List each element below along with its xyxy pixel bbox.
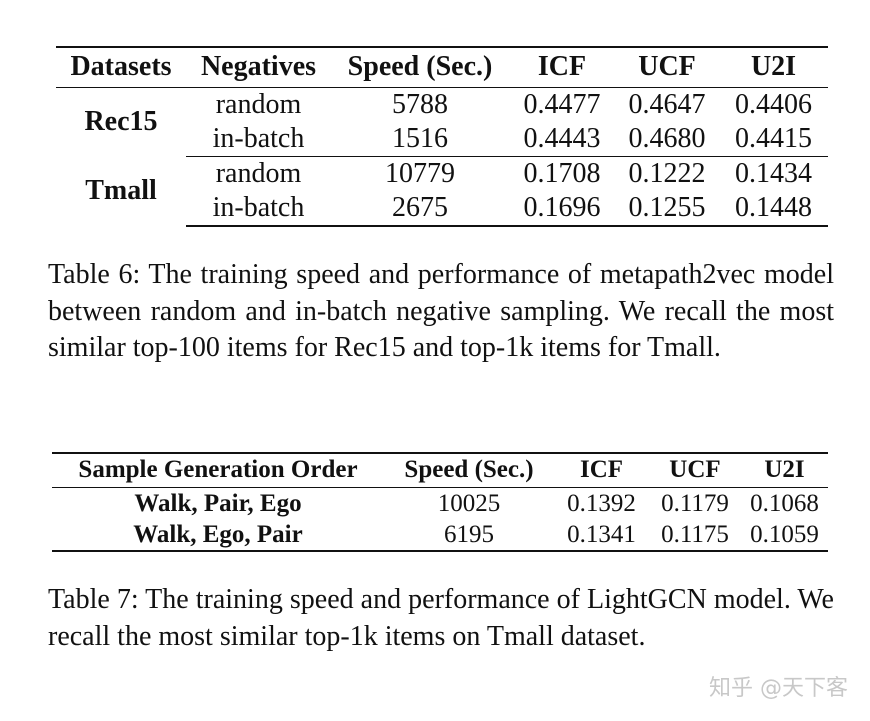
- speed-cell: 1516: [331, 121, 509, 157]
- u2i-cell: 0.4406: [735, 88, 812, 120]
- table-row: Tmall random 10779 0.1708 0.1222 0.1434: [56, 156, 828, 206]
- u2i-cell: 0.4415: [719, 121, 828, 157]
- icf-cell: 0.4477: [523, 88, 601, 120]
- icf-cell: 0.4443: [509, 121, 615, 157]
- ucf-cell: 0.4647: [628, 88, 706, 120]
- header-u2i: U2I: [719, 46, 828, 88]
- table-6-caption: Table 6: The training speed and performa…: [48, 259, 834, 363]
- speed-cell: 10779: [385, 157, 455, 189]
- speed-cell: 6195: [384, 518, 554, 552]
- icf-cell: 0.1392: [567, 489, 636, 517]
- order-cell: Walk, Ego, Pair: [52, 518, 384, 552]
- table-header-row: Sample Generation Order Speed (Sec.) ICF…: [52, 452, 828, 488]
- header-negatives: Negatives: [186, 46, 331, 88]
- dataset-name: Tmall: [85, 174, 157, 206]
- header-u2i: U2I: [741, 452, 828, 488]
- table-7: Sample Generation Order Speed (Sec.) ICF…: [52, 452, 828, 552]
- icf-cell: 0.1696: [509, 190, 615, 227]
- table-row: in-batch 1516 0.4443 0.4680 0.4415: [56, 121, 828, 157]
- icf-cell: 0.1708: [523, 157, 601, 189]
- table-row: Rec15 random 5788 0.4477 0.4647 0.4406: [56, 87, 828, 137]
- speed-cell: 2675: [331, 190, 509, 227]
- icf-cell: 0.1341: [554, 518, 649, 552]
- table-group-rec15: Rec15 random 5788 0.4477 0.4647 0.4406 i…: [56, 87, 828, 157]
- negatives-cell: random: [215, 157, 302, 189]
- speed-cell: 5788: [392, 88, 448, 120]
- u2i-cell: 0.1059: [741, 518, 828, 552]
- order-cell: Walk, Pair, Ego: [134, 489, 302, 517]
- header-datasets: Datasets: [56, 46, 186, 88]
- table-header-row: Datasets Negatives Speed (Sec.) ICF UCF …: [56, 46, 828, 88]
- header-ucf: UCF: [615, 46, 719, 88]
- negatives-cell: random: [215, 88, 302, 120]
- header-ucf: UCF: [649, 452, 741, 488]
- u2i-cell: 0.1068: [750, 489, 819, 517]
- header-icf: ICF: [554, 452, 649, 488]
- u2i-cell: 0.1448: [719, 190, 828, 227]
- ucf-cell: 0.1255: [615, 190, 719, 227]
- negatives-cell: in-batch: [186, 121, 331, 157]
- table-row: Walk, Pair, Ego 10025 0.1392 0.1179 0.10…: [52, 487, 828, 519]
- ucf-cell: 0.1222: [628, 157, 706, 189]
- header-sample-generation-order: Sample Generation Order: [52, 452, 384, 488]
- table-6: Datasets Negatives Speed (Sec.) ICF UCF …: [56, 46, 828, 227]
- table-row: in-batch 2675 0.1696 0.1255 0.1448: [56, 190, 828, 227]
- ucf-cell: 0.4680: [615, 121, 719, 157]
- ucf-cell: 0.1179: [661, 489, 729, 517]
- header-icf: ICF: [509, 46, 615, 88]
- table-row: Walk, Ego, Pair 6195 0.1341 0.1175 0.105…: [52, 518, 828, 552]
- table-7-caption: Table 7: The training speed and performa…: [48, 584, 834, 652]
- header-speed: Speed (Sec.): [384, 452, 554, 488]
- negatives-cell: in-batch: [186, 190, 331, 227]
- header-speed: Speed (Sec.): [331, 46, 509, 88]
- u2i-cell: 0.1434: [735, 157, 812, 189]
- dataset-name: Rec15: [84, 105, 158, 137]
- table-group-tmall: Tmall random 10779 0.1708 0.1222 0.1434 …: [56, 156, 828, 227]
- watermark-text: 知乎 @天下客: [709, 676, 848, 701]
- ucf-cell: 0.1175: [649, 518, 741, 552]
- speed-cell: 10025: [437, 489, 501, 517]
